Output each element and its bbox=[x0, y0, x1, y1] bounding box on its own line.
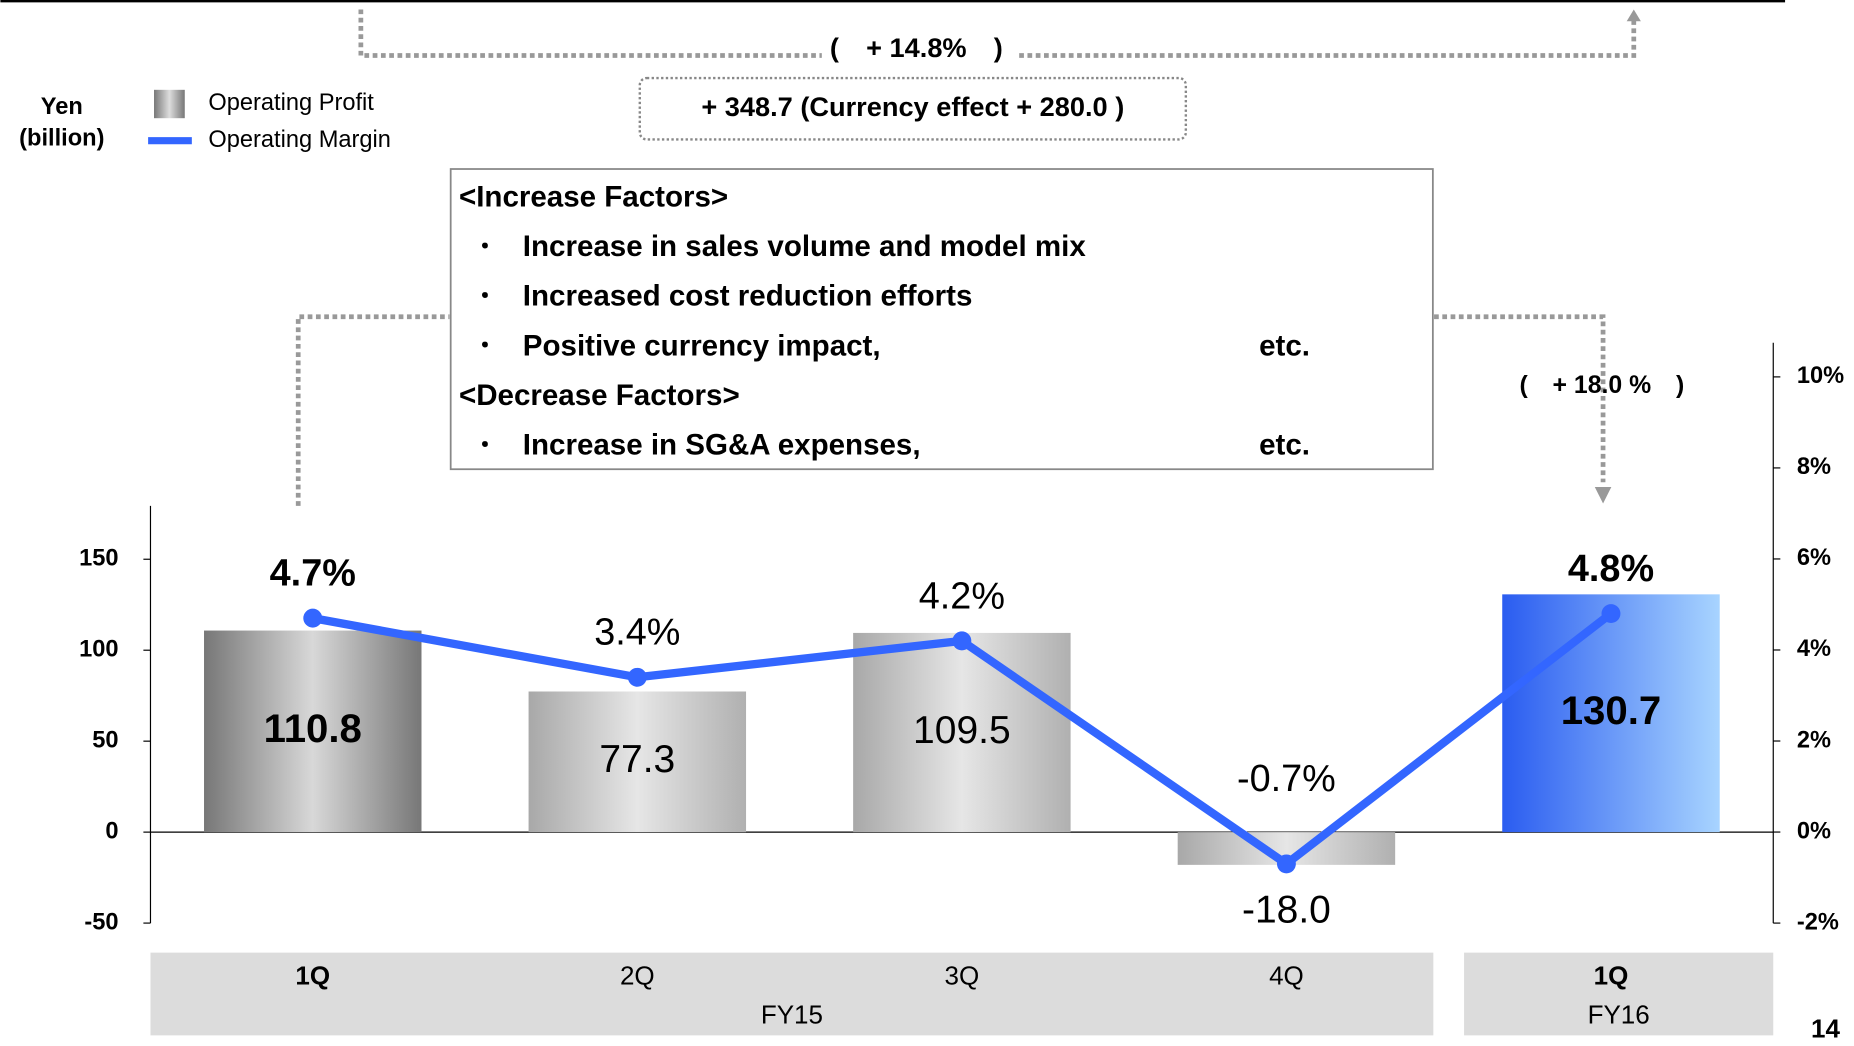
bar-value-label: 110.8 bbox=[264, 706, 362, 751]
factor-item: Increase in sales volume and model mix bbox=[523, 230, 1087, 263]
margin-label: 3.4% bbox=[594, 612, 680, 654]
annotation: ( + 18.0 % ) bbox=[1519, 372, 1684, 399]
connector bbox=[295, 314, 1606, 506]
y2-tick-label: 6% bbox=[1797, 545, 1831, 571]
margin-point bbox=[303, 608, 323, 628]
annotation: ( + 14.8% ) bbox=[830, 32, 1003, 63]
annotation: + 348.7 (Currency effect + 280.0 ) bbox=[701, 91, 1124, 122]
factor-box bbox=[449, 168, 1434, 471]
y-tick-label: 150 bbox=[79, 545, 118, 571]
category-band bbox=[150, 952, 1434, 1036]
y2-tick-label: 4% bbox=[1797, 636, 1831, 662]
margin-label: 4.8% bbox=[1568, 548, 1654, 590]
group-label: FY16 bbox=[1588, 999, 1650, 1029]
y-tick-label: -50 bbox=[84, 909, 118, 935]
margin-point bbox=[1601, 604, 1621, 624]
unit-label: (billion) bbox=[19, 126, 104, 152]
group-label: FY15 bbox=[761, 999, 823, 1029]
legend-label: Operating Profit bbox=[208, 90, 374, 116]
arrow bbox=[1626, 9, 1641, 22]
factor-item: Positive currency impact, bbox=[523, 329, 881, 362]
x-tick-label: 3Q bbox=[945, 960, 980, 990]
legend-label: Operating Margin bbox=[208, 127, 391, 153]
bullet: ・ bbox=[473, 433, 497, 459]
bullet: ・ bbox=[473, 284, 497, 310]
margin-point bbox=[627, 667, 647, 687]
arrow bbox=[1594, 486, 1612, 504]
bar-value-label: 109.5 bbox=[913, 709, 1011, 752]
bar bbox=[853, 632, 1071, 833]
y-tick-label: 50 bbox=[92, 727, 118, 753]
bullet: ・ bbox=[473, 234, 497, 260]
margin-point bbox=[952, 631, 972, 651]
margin-label: 4.2% bbox=[919, 575, 1005, 617]
x-tick-label: 2Q bbox=[620, 960, 655, 990]
bar-value-label: -18.0 bbox=[1242, 888, 1331, 931]
y2-tick-label: 0% bbox=[1797, 818, 1831, 844]
category-band bbox=[1464, 952, 1774, 1036]
x-tick-label: 1Q bbox=[1594, 960, 1629, 990]
factor-heading: <Decrease Factors> bbox=[459, 379, 740, 412]
y-tick-label: 0 bbox=[105, 818, 118, 844]
factor-suffix: etc. bbox=[1259, 429, 1310, 462]
y2-tick-label: 8% bbox=[1797, 454, 1831, 480]
margin-point bbox=[1276, 854, 1296, 874]
y2-tick-label: 10% bbox=[1797, 363, 1844, 389]
bar bbox=[528, 691, 747, 833]
connector bbox=[358, 9, 1637, 58]
x-tick-label: 4Q bbox=[1269, 960, 1304, 990]
factor-item: Increase in SG&A expenses, bbox=[523, 429, 921, 462]
callout-box bbox=[638, 76, 1188, 141]
bullet: ・ bbox=[473, 334, 497, 360]
bar bbox=[204, 630, 422, 833]
margin-label: 4.7% bbox=[270, 553, 356, 595]
factor-suffix: etc. bbox=[1259, 329, 1310, 362]
y2-tick-label: -2% bbox=[1797, 909, 1839, 935]
page-number: 14 bbox=[1811, 1014, 1840, 1044]
bar bbox=[1502, 594, 1720, 833]
factor-item: Increased cost reduction efforts bbox=[523, 280, 973, 313]
bar-value-label: 77.3 bbox=[599, 738, 675, 781]
margin-label: -0.7% bbox=[1237, 758, 1336, 800]
legend-swatch bbox=[154, 89, 185, 119]
x-tick-label: 1Q bbox=[295, 960, 330, 990]
factor-heading: <Increase Factors> bbox=[459, 180, 728, 213]
y-tick-label: 100 bbox=[79, 636, 118, 662]
unit-label: Yen bbox=[41, 94, 83, 120]
bar-value-label: 130.7 bbox=[1561, 688, 1662, 733]
y2-tick-label: 2% bbox=[1797, 727, 1831, 753]
